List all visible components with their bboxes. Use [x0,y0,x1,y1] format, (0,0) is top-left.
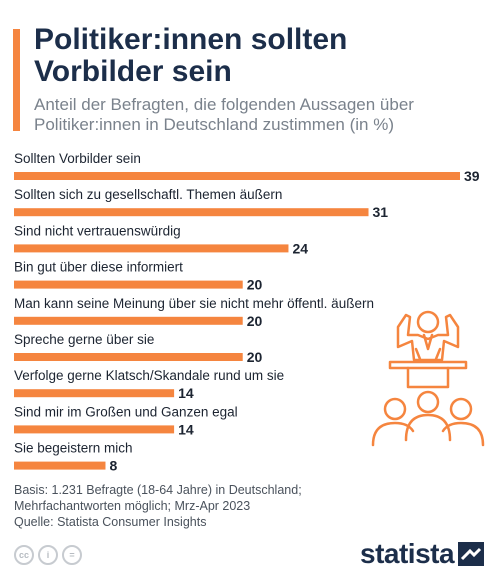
source-note: Quelle: Statista Consumer Insights [14,515,207,529]
title-accent-bar [13,29,20,131]
category-label: Sind mir im Großen und Ganzen egal [14,404,238,419]
bar [14,280,243,289]
bar [14,316,243,325]
cc-icon[interactable]: cc [14,545,34,565]
bar-chart: Sollten Vorbilder sein 39 Sollten sich zu … [14,151,480,474]
nd-icon[interactable]: = [62,545,82,565]
value-label: 20 [247,277,263,293]
value-label: 8 [109,458,117,474]
category-label: Bin gut über diese informiert [14,260,183,275]
value-label: 20 [247,349,263,365]
basis-note: Basis: 1.231 Befragte (18-64 Jahre) in D… [14,483,302,513]
category-label: Sollten sich zu gesellschaftl. Themen äu… [14,187,282,202]
bar [14,425,175,434]
bar [14,244,289,253]
value-label: 14 [178,385,194,401]
category-label: Spreche gerne über sie [14,332,154,347]
category-label: Man kann seine Meinung über sie nicht me… [14,296,374,311]
value-label: 39 [464,168,480,184]
category-label: Verfolge gerne Klatsch/Skandale rund um … [14,368,284,383]
statista-logo[interactable]: statista [360,538,485,570]
bar [14,389,175,398]
chart-title: Politiker:innen sollten Vorbilder sein [34,23,348,88]
value-label: 20 [247,313,263,329]
brand-name: statista [360,538,455,569]
value-label: 14 [178,421,194,437]
by-icon[interactable]: i [38,545,58,565]
value-label: 24 [292,240,308,256]
bar [14,461,106,470]
value-label: 31 [373,204,389,220]
bar [14,172,460,180]
statista-logo-icon [458,542,485,566]
bar [14,208,369,217]
politician-audience-icon [371,310,485,447]
category-label: Sollten Vorbilder sein [14,151,141,166]
chart-subtitle: Anteil der Befragten, die folgenden Auss… [34,95,414,134]
category-label: Sind nicht vertrauenswürdig [14,223,181,238]
bar [14,353,243,361]
license-icons: cc i = [14,545,82,565]
category-label: Sie begeistern mich [14,441,133,456]
